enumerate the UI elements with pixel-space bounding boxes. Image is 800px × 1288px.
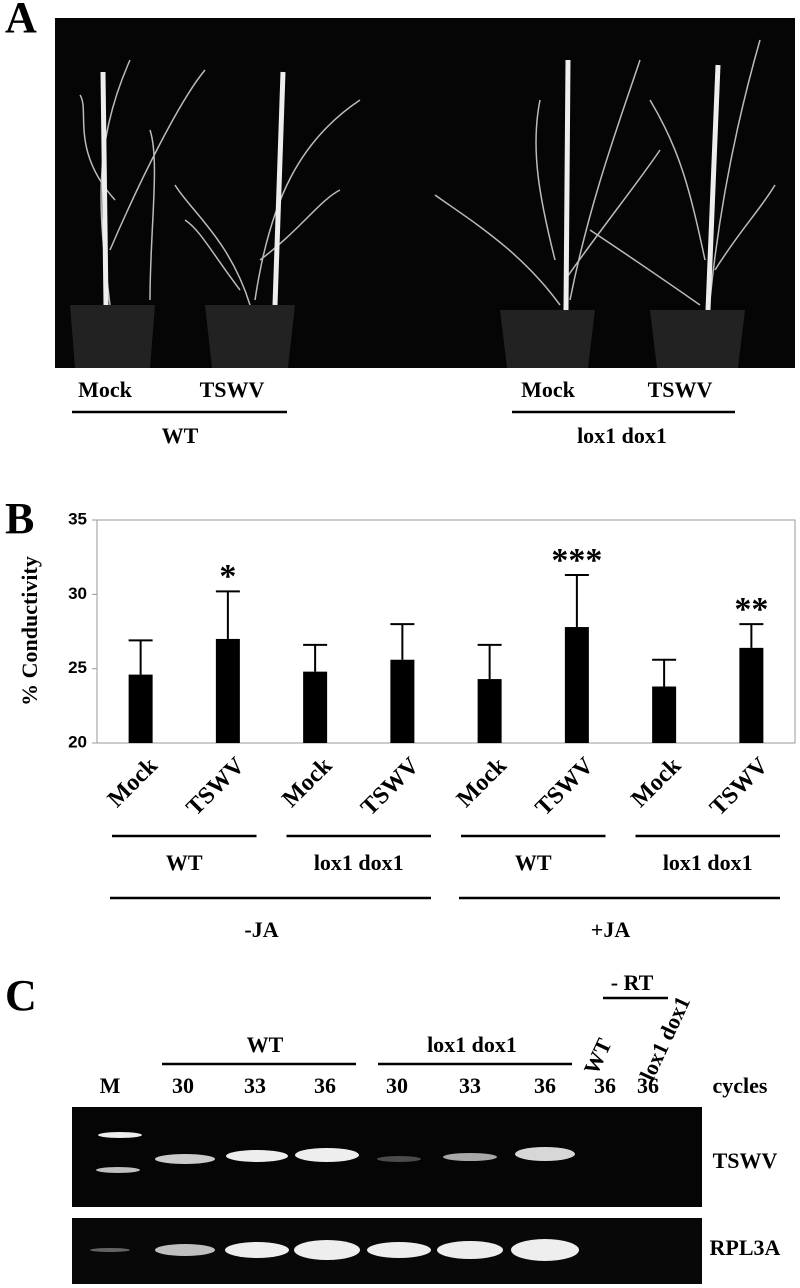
y-tick-label: 25 bbox=[68, 658, 87, 677]
bar bbox=[652, 686, 677, 743]
plant-photo bbox=[55, 18, 795, 368]
lane-label: 30 bbox=[172, 1073, 194, 1098]
x-tick-label: TSWV bbox=[705, 752, 774, 821]
lane-label: 36 bbox=[637, 1073, 659, 1098]
bar bbox=[739, 647, 764, 743]
bar bbox=[390, 659, 415, 743]
rt-lane-label: WT bbox=[578, 1034, 616, 1078]
rt-label: - RT bbox=[611, 970, 654, 995]
x-tick-label: Mock bbox=[626, 752, 686, 812]
significance-label: ** bbox=[734, 591, 768, 628]
plot-frame bbox=[96, 519, 796, 744]
group-label: WT bbox=[166, 850, 203, 875]
group-label: WT bbox=[515, 850, 552, 875]
lane-label: 36 bbox=[314, 1073, 336, 1098]
panel-letter: C bbox=[5, 971, 37, 1020]
lane-label: 36 bbox=[534, 1073, 556, 1098]
significance-label: * bbox=[219, 558, 236, 595]
row-label: TSWV bbox=[713, 1148, 778, 1173]
bar bbox=[564, 627, 589, 743]
condition-label: Mock bbox=[521, 377, 576, 402]
y-tick-label: 30 bbox=[68, 584, 87, 603]
group-label: WT bbox=[247, 1032, 284, 1057]
x-tick-label: TSWV bbox=[531, 752, 600, 821]
bar bbox=[477, 679, 502, 743]
significance-label: *** bbox=[551, 542, 602, 579]
group-label: lox1 dox1 bbox=[663, 850, 753, 875]
condition-label: TSWV bbox=[648, 377, 713, 402]
panel-letter: B bbox=[5, 494, 34, 543]
x-tick-label: Mock bbox=[452, 752, 512, 812]
group-label: lox1 dox1 bbox=[427, 1032, 517, 1057]
bar bbox=[303, 671, 328, 743]
genotype-label: lox1 dox1 bbox=[577, 423, 667, 448]
x-tick-label: TSWV bbox=[182, 752, 251, 821]
bar bbox=[128, 674, 153, 743]
row-label: RPL3A bbox=[710, 1235, 781, 1260]
panel-letter: A bbox=[5, 0, 37, 42]
condition-label: Mock bbox=[78, 377, 133, 402]
y-tick-label: 20 bbox=[68, 732, 87, 751]
genotype-label: WT bbox=[162, 423, 199, 448]
x-tick-label: Mock bbox=[277, 752, 337, 812]
x-tick-label: TSWV bbox=[356, 752, 425, 821]
gel bbox=[72, 1107, 702, 1284]
rt-lane-label: lox1 dox1 bbox=[634, 992, 695, 1084]
treatment-label: +JA bbox=[591, 917, 631, 942]
x-tick-label: Mock bbox=[103, 752, 163, 812]
y-axis-label: % Conductivity bbox=[17, 556, 42, 706]
condition-label: TSWV bbox=[200, 377, 265, 402]
lane-label: 36 bbox=[594, 1073, 616, 1098]
lane-label: 33 bbox=[244, 1073, 266, 1098]
y-tick-label: 35 bbox=[68, 509, 87, 528]
lane-label: M bbox=[100, 1073, 121, 1098]
group-label: lox1 dox1 bbox=[314, 850, 404, 875]
lane-label: 30 bbox=[386, 1073, 408, 1098]
bar bbox=[215, 638, 240, 743]
lane-label: 33 bbox=[459, 1073, 481, 1098]
treatment-label: -JA bbox=[244, 917, 278, 942]
cycles-label: cycles bbox=[713, 1073, 768, 1098]
